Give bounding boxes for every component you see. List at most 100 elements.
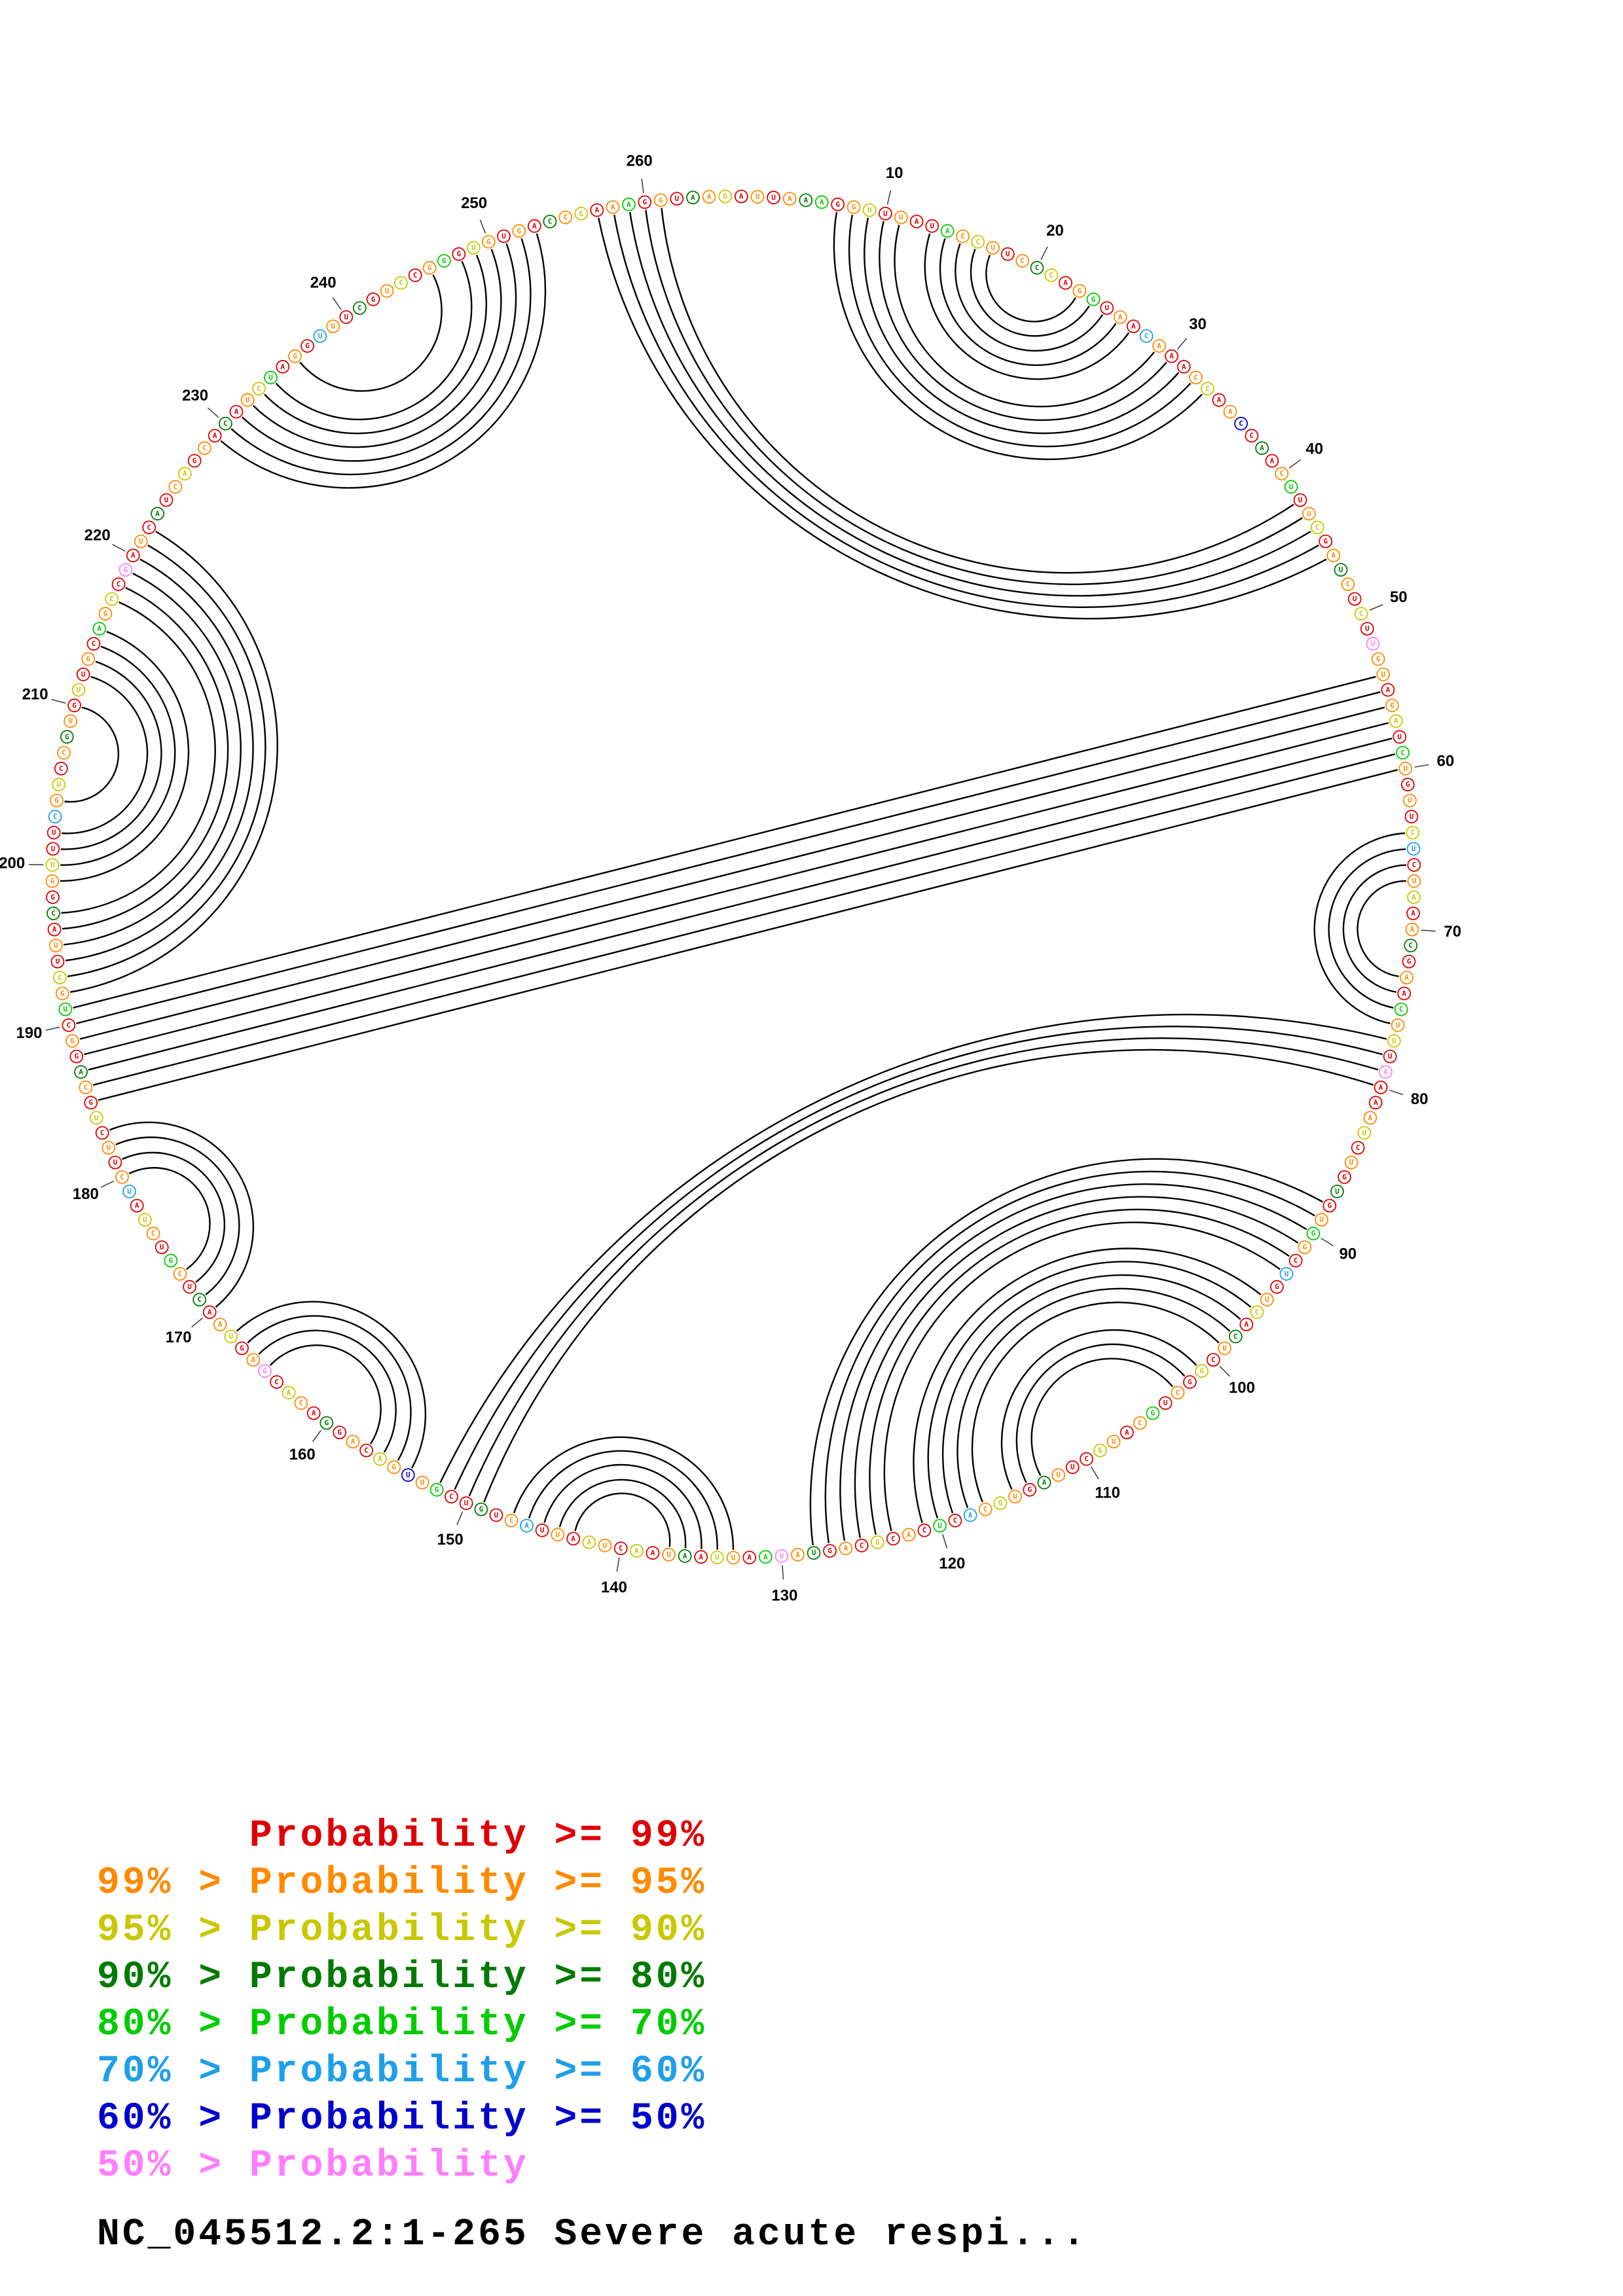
nucleotide-letter: G — [169, 1257, 173, 1265]
nucleotide-dot — [758, 1550, 773, 1564]
nucleotide-dot — [1165, 349, 1178, 363]
nucleotide-letter: C — [58, 973, 62, 982]
nucleotide-dot — [246, 1353, 261, 1367]
nucleotide-dot — [590, 203, 604, 217]
nucleotide-dot — [1044, 268, 1059, 282]
nucleotide-letter: A — [52, 925, 57, 934]
nucleotide-dot — [504, 1513, 519, 1528]
nucleotide-dot — [520, 1518, 534, 1533]
nucleotide-letter: C — [92, 639, 96, 648]
legend-line-4: 80% > Probability >= 70% — [97, 2003, 707, 2046]
tick-line — [942, 1534, 948, 1549]
base-pair-arc — [241, 243, 517, 462]
nucleotide-dot — [452, 247, 466, 261]
nucleotide-dot — [1008, 1490, 1022, 1504]
nucleotide-dot — [1387, 1033, 1401, 1048]
nucleotide-dot — [1284, 480, 1298, 494]
nucleotide-letter: G — [835, 200, 840, 209]
nucleotide-letter: U — [899, 213, 903, 222]
nucleotide-dot — [854, 1538, 869, 1552]
nucleotide-dot — [92, 622, 107, 636]
nucleotide-letter: A — [1260, 444, 1264, 452]
base-pair-arc — [1000, 1329, 1197, 1490]
nucleotide-letter: A — [1157, 342, 1161, 350]
nucleotide-letter: C — [509, 1516, 514, 1525]
nucleotide-letter: C — [619, 1544, 623, 1552]
nucleotide-dot — [1394, 1002, 1408, 1016]
nucleotide-letter: U — [1222, 1344, 1227, 1353]
nucleotide-letter: U — [1307, 509, 1311, 518]
base-pair-arc — [1342, 864, 1406, 993]
nucleotide-dot — [956, 229, 970, 243]
nucleotide-dot — [1407, 858, 1421, 872]
nucleotide-letter: C — [1194, 373, 1198, 382]
base-pair-arc — [1015, 1343, 1186, 1483]
nucleotide-letter: C — [62, 749, 66, 757]
nucleotide-letter: U — [127, 1187, 132, 1196]
tick-line — [886, 190, 892, 205]
nucleotide-letter: U — [1070, 1463, 1075, 1471]
nucleotide-letter: A — [788, 194, 792, 203]
nucleotide-dot — [52, 778, 66, 792]
nucleotide-dot — [1405, 922, 1419, 937]
nucleotide-letter: G — [74, 1052, 79, 1061]
nucleotide-dot — [79, 1081, 93, 1094]
nucleotide-letter: U — [106, 1143, 111, 1152]
nucleotide-letter: C — [1211, 1355, 1216, 1364]
nucleotide-dot — [823, 1544, 837, 1558]
tick-label: 180 — [73, 1185, 99, 1203]
nucleotide-dot — [1302, 507, 1316, 521]
nucleotide-letter: C — [257, 384, 261, 393]
nucleotide-dot — [1023, 1482, 1037, 1497]
nucleotide-letter: U — [81, 670, 86, 679]
nucleotide-dot — [224, 1329, 238, 1344]
base-pair-arc — [1328, 848, 1406, 1009]
nucleotide-dot — [971, 234, 985, 249]
nucleotide-letter: U — [540, 1526, 545, 1535]
base-pair-arc — [60, 630, 190, 882]
tick-label: 60 — [1437, 753, 1455, 770]
nucleotide-dot — [925, 219, 939, 233]
nucleotide-dot — [1396, 745, 1410, 760]
nucleotide-letter: A — [1402, 989, 1406, 997]
nucleotide-letter: A — [1374, 1098, 1378, 1107]
nucleotide-dot — [1306, 1227, 1321, 1241]
nucleotide-dot — [1366, 637, 1380, 651]
nucleotide-dot — [48, 810, 62, 824]
nucleotide-letter: U — [1289, 482, 1294, 491]
nucleotide-dot — [1189, 370, 1203, 385]
nucleotide-letter: U — [406, 1471, 410, 1479]
nucleotide-letter: G — [392, 1463, 396, 1471]
base-pair-arcs — [60, 207, 1407, 1551]
nucleotide-dot — [543, 214, 557, 228]
tick-line — [1321, 1238, 1334, 1247]
nucleotide-letter: U — [68, 717, 73, 725]
base-pair-arc — [1357, 880, 1407, 977]
base-pair-arc — [924, 233, 1130, 380]
nucleotide-dot — [126, 548, 140, 563]
nucleotide-letter: U — [50, 861, 55, 869]
tick-label: 120 — [939, 1554, 965, 1572]
nucleotide-dot — [467, 241, 481, 255]
nucleotide-letter: A — [97, 624, 101, 633]
nucleotide-dot — [1397, 986, 1412, 1001]
nucleotide-dot — [71, 683, 86, 697]
nucleotide-letter: G — [70, 1037, 75, 1045]
base-pair-arc — [513, 1436, 735, 1551]
position-ticks: 10 20 30 40 50 60 70 80 90 100 110 120 130 140 150 160 1… — [0, 152, 1461, 1605]
nucleotide-dot — [202, 1305, 217, 1319]
nucleotide-dot — [282, 1386, 296, 1400]
nucleotide-dot — [1234, 416, 1248, 431]
nucleotide-letter: A — [155, 509, 160, 518]
legend-line-1: 99% > Probability >= 95% — [97, 1862, 707, 1905]
nucleotide-dot — [122, 1185, 137, 1198]
base-pair-arc — [220, 233, 547, 489]
nucleotide-dot — [333, 1426, 347, 1440]
nucleotide-letter: C — [84, 1083, 88, 1092]
tick-label: 40 — [1305, 440, 1323, 457]
nucleotide-dot — [1152, 339, 1166, 353]
nucleotide-letter: G — [1199, 1367, 1204, 1375]
nucleotide-dot — [527, 219, 541, 233]
nucleotide-dot — [574, 206, 589, 221]
nucleotide-letter: U — [1412, 877, 1417, 886]
